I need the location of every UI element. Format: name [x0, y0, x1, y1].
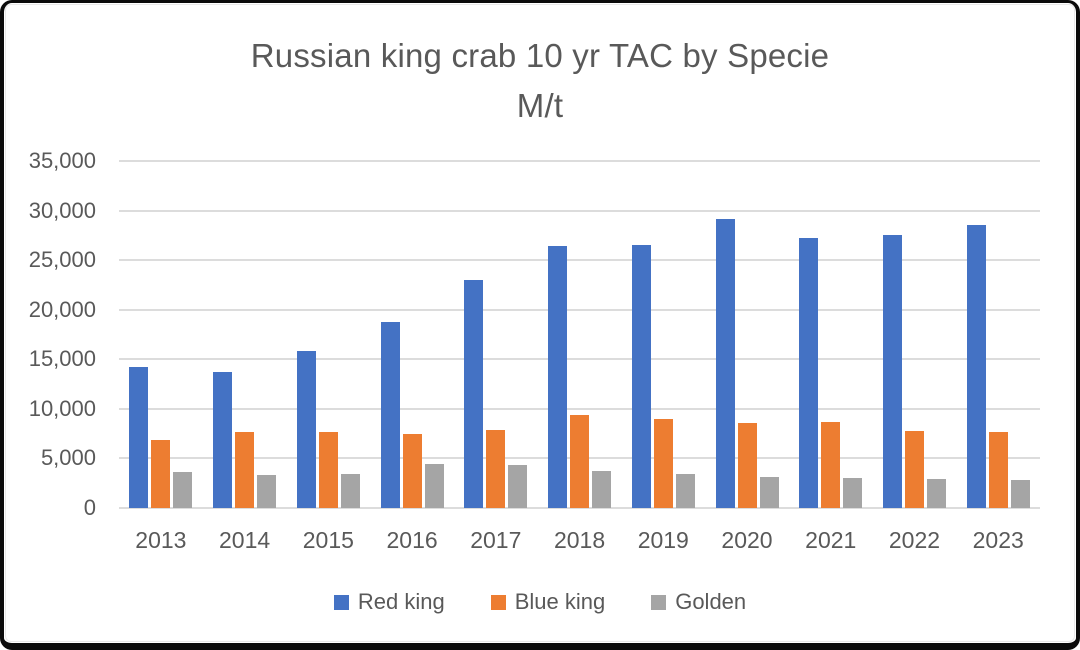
bar-group-2020 — [705, 161, 789, 508]
legend-swatch-icon — [651, 594, 667, 610]
bar-group-2018 — [538, 161, 622, 508]
bar-blue-king-2021 — [821, 421, 841, 508]
gridline — [119, 507, 1040, 509]
bar-group-2015 — [286, 161, 370, 508]
bar-red-king-2023 — [966, 225, 986, 508]
y-axis-tick-label: 35,000 — [28, 148, 96, 173]
legend-item-golden: Golden — [651, 589, 746, 615]
x-axis-label-2020: 2020 — [721, 527, 773, 553]
bar-blue-king-2016 — [402, 433, 422, 508]
legend-label: Red king — [357, 589, 445, 614]
bar-red-king-2016 — [380, 321, 400, 508]
bar-golden-2023 — [1010, 480, 1030, 508]
bar-golden-2013 — [173, 472, 193, 508]
y-axis-tick-label: 15,000 — [28, 346, 96, 372]
y-axis-tick-label: 25,000 — [28, 247, 96, 273]
bar-group-2014 — [203, 161, 287, 508]
x-axis-label-2014: 2014 — [219, 527, 271, 553]
gridline — [119, 308, 1040, 311]
bar-red-king-2015 — [296, 351, 316, 508]
bar-blue-king-2018 — [570, 415, 590, 508]
gridline — [119, 259, 1040, 262]
x-axis-label-2021: 2021 — [805, 527, 857, 553]
bar-blue-king-2022 — [904, 430, 924, 508]
x-axis-labels: 2013 2014 2015 2016 2017 2018 2019 2020 2021 2022… — [119, 527, 1040, 554]
bar-group-2013 — [119, 161, 203, 508]
bars-layer — [119, 161, 1040, 508]
bar-golden-2016 — [424, 464, 444, 508]
legend-swatch-icon — [333, 594, 349, 610]
gridline — [119, 407, 1040, 410]
y-axis-tick-label: 30,000 — [28, 197, 96, 223]
bar-red-king-2022 — [882, 234, 902, 508]
bar-blue-king-2014 — [235, 432, 255, 508]
bar-blue-king-2023 — [988, 432, 1008, 508]
bar-golden-2018 — [592, 471, 612, 508]
chart-subtitle: M/t — [516, 87, 564, 124]
bar-blue-king-2017 — [486, 429, 506, 508]
gridline — [119, 160, 1040, 162]
x-axis-label-2022: 2022 — [888, 527, 941, 553]
bar-red-king-2017 — [464, 279, 484, 508]
bar-golden-2020 — [759, 476, 779, 508]
y-axis-tick-label: 0 — [83, 495, 96, 520]
bar-golden-2021 — [843, 478, 863, 508]
bar-group-2016 — [370, 161, 454, 508]
x-axis-label-2017: 2017 — [470, 527, 522, 553]
bar-golden-2014 — [257, 475, 277, 508]
bar-red-king-2013 — [129, 367, 149, 508]
bar-red-king-2021 — [799, 237, 819, 508]
y-axis-tick-label: 5,000 — [40, 445, 96, 471]
x-axis-label-2013: 2013 — [135, 527, 187, 553]
gridline — [119, 358, 1040, 361]
chart-title-block: Russian king crab 10 yr TAC by Specie M/… — [4, 31, 1076, 131]
x-axis-label-2019: 2019 — [637, 527, 689, 553]
bar-group-2021 — [789, 161, 873, 508]
bar-golden-2019 — [675, 473, 695, 508]
chart-title: Russian king crab 10 yr TAC by Specie — [250, 37, 830, 74]
bar-golden-2017 — [508, 464, 528, 508]
bar-red-king-2019 — [631, 245, 651, 508]
legend-label: Golden — [675, 589, 747, 614]
bar-blue-king-2015 — [318, 432, 338, 508]
legend-swatch-icon — [490, 594, 506, 610]
gridline — [119, 209, 1040, 212]
y-axis-tick-label: 10,000 — [28, 395, 96, 421]
x-axis-label-2016: 2016 — [386, 527, 438, 553]
bar-group-2017 — [454, 161, 538, 508]
legend-item-red-king: Red king — [333, 589, 445, 615]
bar-blue-king-2020 — [737, 423, 757, 508]
bar-golden-2022 — [926, 479, 946, 508]
y-axis-tick-label: 20,000 — [28, 296, 96, 322]
bar-golden-2015 — [340, 474, 360, 508]
plot-area: 0 5,000 10,000 15,000 20,000 25,000 30,000 35,0… — [29, 150, 1040, 519]
bar-red-king-2020 — [715, 218, 735, 508]
bar-red-king-2018 — [548, 245, 568, 508]
legend-label: Blue king — [514, 589, 606, 614]
bar-group-2023 — [956, 161, 1040, 508]
bar-group-2022 — [873, 161, 957, 508]
legend-item-blue-king: Blue king — [490, 589, 606, 615]
x-axis-label-2023: 2023 — [972, 527, 1024, 553]
bar-blue-king-2019 — [653, 419, 673, 508]
bar-red-king-2014 — [213, 372, 233, 508]
bar-blue-king-2013 — [151, 439, 171, 508]
x-axis-label-2015: 2015 — [302, 527, 354, 553]
x-axis-label-2018: 2018 — [553, 527, 606, 553]
bar-group-2019 — [621, 161, 705, 508]
legend: Red king Blue king Golden — [4, 589, 1076, 615]
